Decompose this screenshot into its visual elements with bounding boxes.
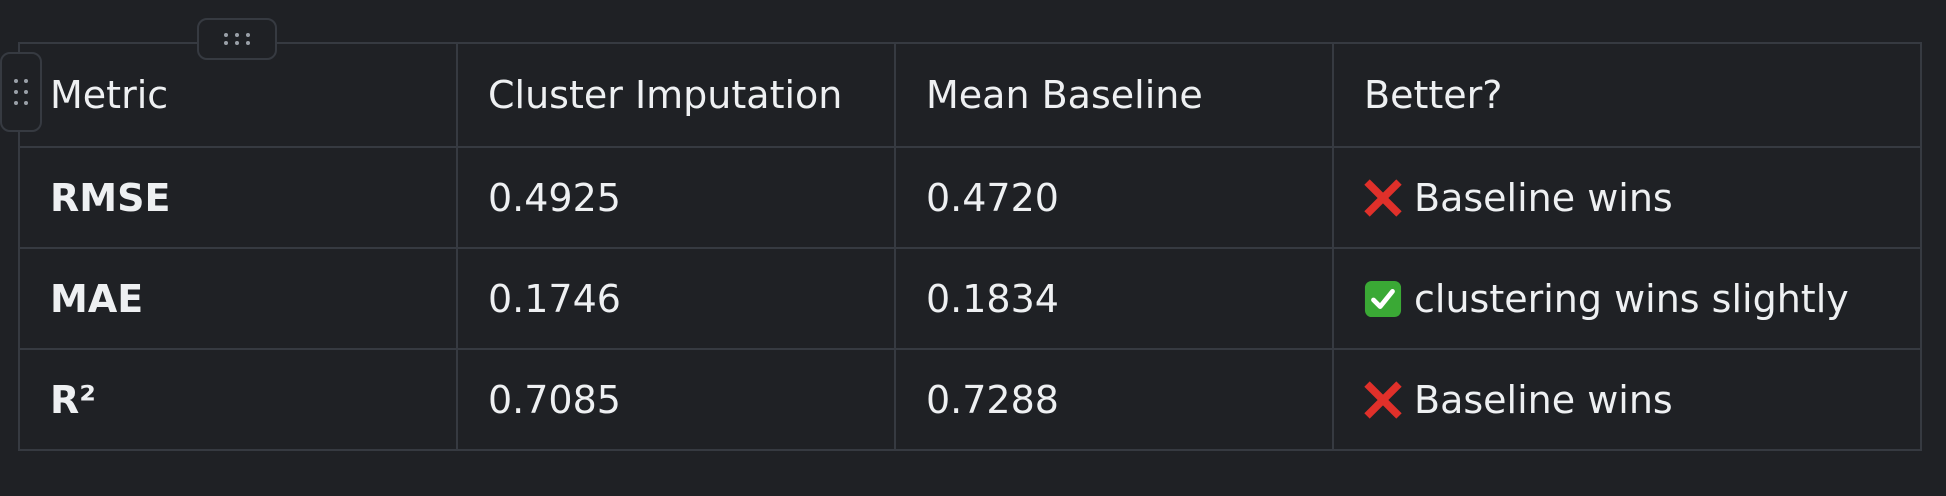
better-text: Baseline wins — [1414, 377, 1673, 422]
cluster-value-cell[interactable]: 0.4925 — [456, 146, 896, 249]
check-mark-icon — [1364, 280, 1402, 317]
better-text: clustering wins slightly — [1414, 276, 1849, 321]
grip-dots-icon — [224, 33, 250, 45]
header-better[interactable]: Better? — [1332, 42, 1922, 148]
metric-cell[interactable]: MAE — [18, 247, 458, 350]
better-cell[interactable]: clustering wins slightly — [1332, 247, 1922, 350]
cross-mark-icon — [1364, 380, 1402, 419]
metric-cell[interactable]: RMSE — [18, 146, 458, 249]
cross-mark-icon — [1364, 178, 1402, 217]
better-cell[interactable]: Baseline wins — [1332, 146, 1922, 249]
table-header-row: Metric Cluster Imputation Mean Baseline … — [18, 42, 1922, 148]
table-row: R² 0.7085 0.7288 Baseline wins — [18, 348, 1922, 451]
better-cell[interactable]: Baseline wins — [1332, 348, 1922, 451]
header-cluster-imputation[interactable]: Cluster Imputation — [456, 42, 896, 148]
better-text: Baseline wins — [1414, 175, 1673, 220]
header-mean-baseline[interactable]: Mean Baseline — [894, 42, 1334, 148]
metric-cell[interactable]: R² — [18, 348, 458, 451]
baseline-value-cell[interactable]: 0.1834 — [894, 247, 1334, 350]
table-row: MAE 0.1746 0.1834 clustering wins slight… — [18, 247, 1922, 350]
cluster-value-cell[interactable]: 0.1746 — [456, 247, 896, 350]
grip-dots-icon — [14, 79, 28, 105]
baseline-value-cell[interactable]: 0.7288 — [894, 348, 1334, 451]
baseline-value-cell[interactable]: 0.4720 — [894, 146, 1334, 249]
cluster-value-cell[interactable]: 0.7085 — [456, 348, 896, 451]
table-row: RMSE 0.4925 0.4720 Baseline wins — [18, 146, 1922, 249]
comparison-table: Metric Cluster Imputation Mean Baseline … — [18, 42, 1922, 451]
column-drag-handle[interactable] — [197, 18, 277, 60]
row-drag-handle[interactable] — [0, 52, 42, 132]
